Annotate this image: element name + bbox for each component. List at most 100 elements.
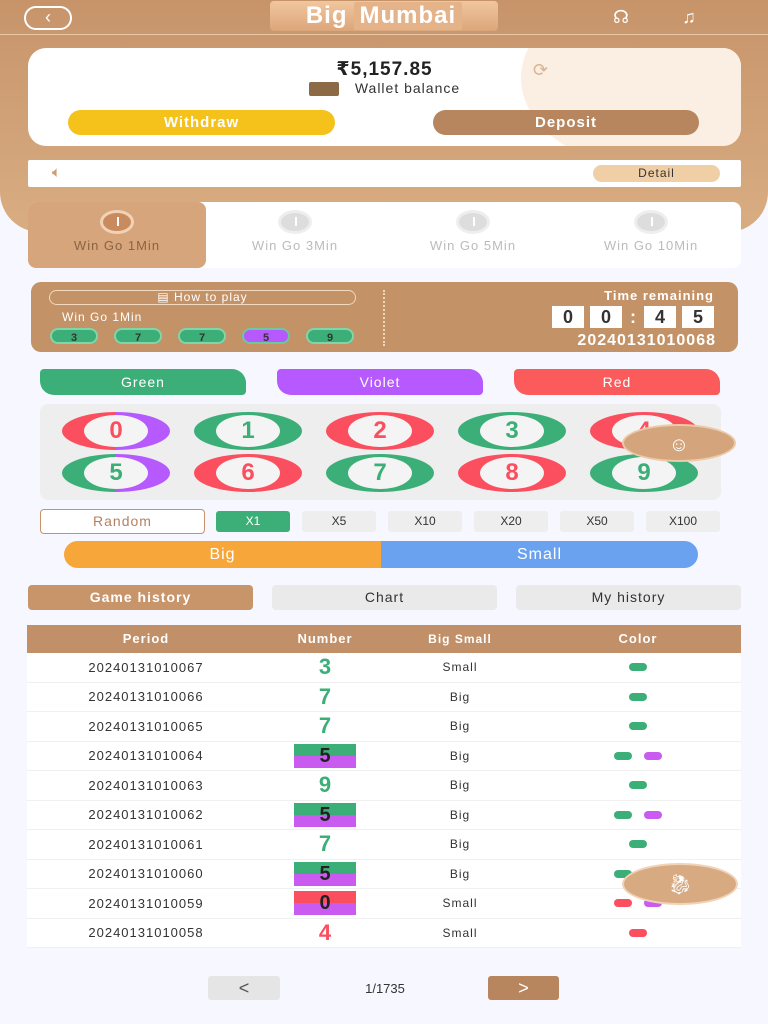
number-cell-value: 5 <box>294 802 356 827</box>
number-ball-1[interactable]: 1 <box>194 412 302 450</box>
multiplier-x10[interactable]: X10 <box>388 511 462 532</box>
big-button[interactable]: Big <box>64 541 381 568</box>
next-page-button[interactable]: > <box>488 976 559 1000</box>
number-ball-2[interactable]: 2 <box>326 412 434 450</box>
headset-icon[interactable]: ☊ <box>613 7 629 27</box>
number-cell-value: 3 <box>318 654 332 680</box>
number-label: 9 <box>612 457 676 489</box>
period-cell: 20240131010063 <box>88 777 204 793</box>
prev-page-button[interactable]: < <box>208 976 280 1000</box>
period-cell: 20240131010061 <box>88 836 204 852</box>
multiplier-x100[interactable]: X100 <box>646 511 720 532</box>
recent-result-ball: 9 <box>306 328 354 344</box>
number-cell: 5 <box>265 802 385 827</box>
color-cell <box>535 688 741 706</box>
color-dot <box>629 781 647 790</box>
multiplier-x1[interactable]: X1 <box>216 511 290 532</box>
multiplier-x20[interactable]: X20 <box>474 511 548 532</box>
multiplier-x50[interactable]: X50 <box>560 511 634 532</box>
tab-label: Win Go 10Min <box>603 238 699 253</box>
tab-my-history[interactable]: My history <box>516 585 741 610</box>
number-label: 5 <box>84 457 148 489</box>
number-cell-value: 0 <box>294 891 356 916</box>
number-ball-5[interactable]: 5 <box>62 454 170 492</box>
random-button[interactable]: Random <box>40 509 205 534</box>
countdown-digit: 5 <box>682 306 714 328</box>
top-bar: ‹ Big Mumbai ☊ ♫ <box>0 0 768 34</box>
multiplier-x5[interactable]: X5 <box>302 511 376 532</box>
number-ball-3[interactable]: 3 <box>458 412 566 450</box>
number-label: 7 <box>348 457 412 489</box>
music-icon[interactable]: ♫ <box>682 7 696 27</box>
color-dot <box>614 899 632 908</box>
number-cell-value: 7 <box>318 713 332 739</box>
number-ball-8[interactable]: 8 <box>458 454 566 492</box>
color-cell <box>535 747 741 765</box>
size-cell: Small <box>442 925 478 940</box>
wallet-amount: ₹5,157.85 <box>336 59 433 80</box>
header-number: Number <box>297 631 353 646</box>
color-cell <box>535 776 741 794</box>
number-label: 1 <box>216 415 280 447</box>
size-cell: Big <box>449 807 471 822</box>
tab-label: Win Go 3Min <box>251 238 339 253</box>
period-cell: 20240131010060 <box>88 866 204 882</box>
number-ball-0[interactable]: 0 <box>62 412 170 450</box>
table-row: 20240131010063 9 Big <box>27 771 741 801</box>
number-cell: 7 <box>265 684 385 710</box>
period-cell: 20240131010066 <box>88 689 204 705</box>
customer-support-icon[interactable]: ☺ <box>622 424 736 462</box>
number-label: 2 <box>348 415 412 447</box>
color-cell <box>535 717 741 735</box>
wallet-label: Wallet balance <box>354 80 461 96</box>
clock-icon <box>456 210 490 234</box>
green-button[interactable]: Green <box>40 369 246 395</box>
refresh-icon[interactable]: ⟳ <box>533 60 549 80</box>
deposit-button[interactable]: Deposit <box>433 110 699 135</box>
withdraw-button[interactable]: Withdraw <box>68 110 335 135</box>
game-tabs: Win Go 1Min Win Go 3Min Win Go 5Min Win … <box>28 202 741 268</box>
number-label: 8 <box>480 457 544 489</box>
page-indicator: 1/1735 <box>365 981 405 996</box>
violet-button[interactable]: Violet <box>277 369 483 395</box>
back-button[interactable]: ‹ <box>24 6 72 30</box>
number-cell: 0 <box>265 891 385 916</box>
red-button[interactable]: Red <box>514 369 720 395</box>
tab-win-go-10min[interactable]: Win Go 10Min <box>562 202 740 268</box>
tab-chart[interactable]: Chart <box>272 585 497 610</box>
period-cell: 20240131010062 <box>88 807 204 823</box>
number-cell: 7 <box>265 713 385 739</box>
recent-result-ball: 7 <box>114 328 162 344</box>
size-cell: Big <box>449 778 471 793</box>
size-cell: Small <box>442 896 478 911</box>
color-dot <box>614 810 632 819</box>
tab-win-go-5min[interactable]: Win Go 5Min <box>384 202 562 268</box>
color-dot <box>644 751 662 760</box>
number-ball-9[interactable]: 9 <box>590 454 698 492</box>
number-ball-6[interactable]: 6 <box>194 454 302 492</box>
tab-win-go-3min[interactable]: Win Go 3Min <box>206 202 384 268</box>
time-remaining-label: Time remaining <box>604 288 714 303</box>
how-to-play-button[interactable]: ▤ How to play <box>49 290 356 305</box>
promo-dragon-icon[interactable]: 🐉︎ <box>622 863 738 905</box>
size-cell: Big <box>449 719 471 734</box>
number-cell: 7 <box>265 831 385 857</box>
tab-label: Win Go 1Min <box>73 238 161 253</box>
speaker-icon: 🔈︎ <box>52 164 62 181</box>
table-row: 20240131010065 7 Big <box>27 712 741 742</box>
size-cell: Big <box>449 748 471 763</box>
number-ball-7[interactable]: 7 <box>326 454 434 492</box>
clock-icon <box>278 210 312 234</box>
current-game-name: Win Go 1Min <box>62 310 143 324</box>
color-dot <box>614 751 632 760</box>
tab-game-history[interactable]: Game history <box>28 585 253 610</box>
color-cell <box>535 658 741 676</box>
detail-button[interactable]: Detail <box>593 165 720 182</box>
small-button[interactable]: Small <box>381 541 698 568</box>
current-period: 20240131010068 <box>577 332 716 349</box>
color-dot <box>614 869 632 878</box>
number-cell-value: 7 <box>318 683 332 709</box>
table-row: 20240131010067 3 Small <box>27 653 741 683</box>
table-row: 20240131010059 0 Small <box>27 889 741 919</box>
tab-win-go-1min[interactable]: Win Go 1Min <box>28 202 206 268</box>
